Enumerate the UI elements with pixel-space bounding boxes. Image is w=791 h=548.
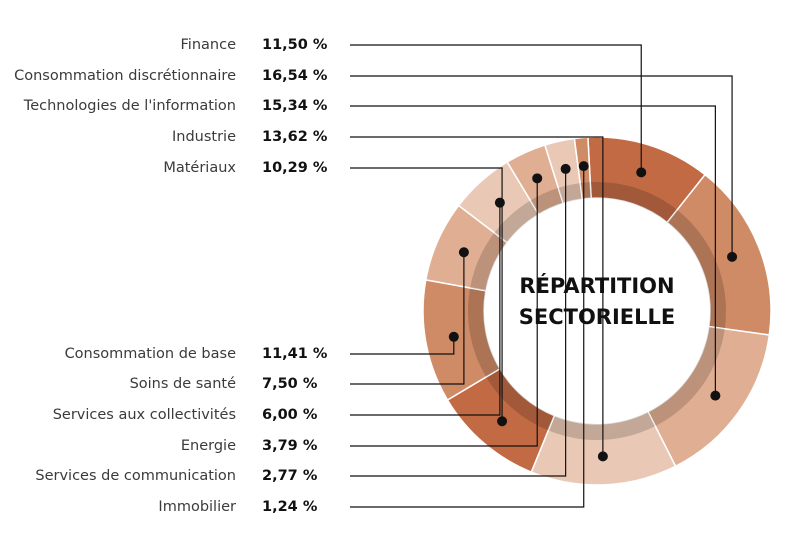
slice-inner-shade-10: [580, 182, 592, 199]
leader-line-1: [350, 75, 733, 257]
leader-line-3: [350, 136, 604, 457]
slice-inner-shade-0: [590, 182, 678, 223]
leader-line-9: [350, 168, 567, 477]
legend-label-10: Immobilier: [158, 499, 236, 515]
slice-inner-shade-3: [548, 411, 656, 440]
slice-inner-shade-8: [530, 187, 564, 215]
slice-inner-shade-5: [467, 287, 500, 377]
legend-value-2: 15,34 %: [262, 98, 328, 114]
legend-label-4: Matériaux: [163, 160, 236, 176]
chart-title-line-2: SECTORIELLE: [519, 305, 676, 329]
legend-value-3: 13,62 %: [262, 129, 328, 145]
slice-inner-shade-6: [470, 232, 508, 291]
legend-value-8: 3,79 %: [262, 438, 318, 454]
legend-value-0: 11,50 %: [262, 37, 328, 53]
slice-inner-shade-1: [667, 209, 726, 329]
legend-label-8: Energie: [180, 438, 236, 454]
legend-value-10: 1,24 %: [262, 499, 318, 515]
leader-line-10: [350, 166, 585, 508]
leader-dot-8: [532, 173, 543, 184]
leader-line-6: [350, 252, 465, 385]
legend-label-3: Industrie: [171, 129, 236, 145]
legend-value-5: 11,41 %: [262, 346, 328, 362]
leader-dot-5: [448, 331, 459, 342]
leader-dot-4: [497, 416, 508, 427]
leader-dot-7: [494, 197, 505, 208]
legend-label-0: Finance: [180, 37, 236, 53]
leader-line-8: [350, 178, 538, 447]
chart-title-line-1: RÉPARTITION: [519, 273, 674, 298]
leader-line-4: [350, 167, 503, 422]
leader-dot-10: [578, 161, 589, 172]
legend-label-6: Soins de santé: [129, 376, 236, 392]
legend-value-1: 16,54 %: [262, 68, 328, 84]
legend-label-5: Consommation de base: [64, 346, 236, 362]
leader-line-5: [350, 336, 455, 355]
slice-inner-shade-2: [648, 326, 725, 427]
leader-line-0: [350, 44, 642, 173]
leader-line-2: [350, 105, 716, 396]
leader-dot-1: [727, 251, 738, 262]
legend-label-1: Consommation discrétionnaire: [14, 68, 236, 84]
legend-value-4: 10,29 %: [262, 160, 328, 176]
legend-value-7: 6,00 %: [262, 407, 318, 423]
leader-dot-0: [636, 167, 647, 178]
leader-dot-2: [710, 390, 721, 401]
slice-inner-shade-9: [558, 183, 583, 204]
leader-dot-9: [560, 163, 571, 174]
slice-inner-shade-7: [494, 200, 539, 243]
legend-label-9: Services de communication: [35, 468, 236, 484]
legend-value-6: 7,50 %: [262, 376, 318, 392]
legend-label-2: Technologies de l'information: [23, 98, 236, 114]
legend-label-7: Services aux collectivités: [52, 407, 236, 423]
leader-dot-3: [597, 451, 608, 462]
leader-dot-6: [458, 247, 469, 258]
leader-line-7: [350, 202, 501, 416]
legend-value-9: 2,77 %: [262, 468, 318, 484]
